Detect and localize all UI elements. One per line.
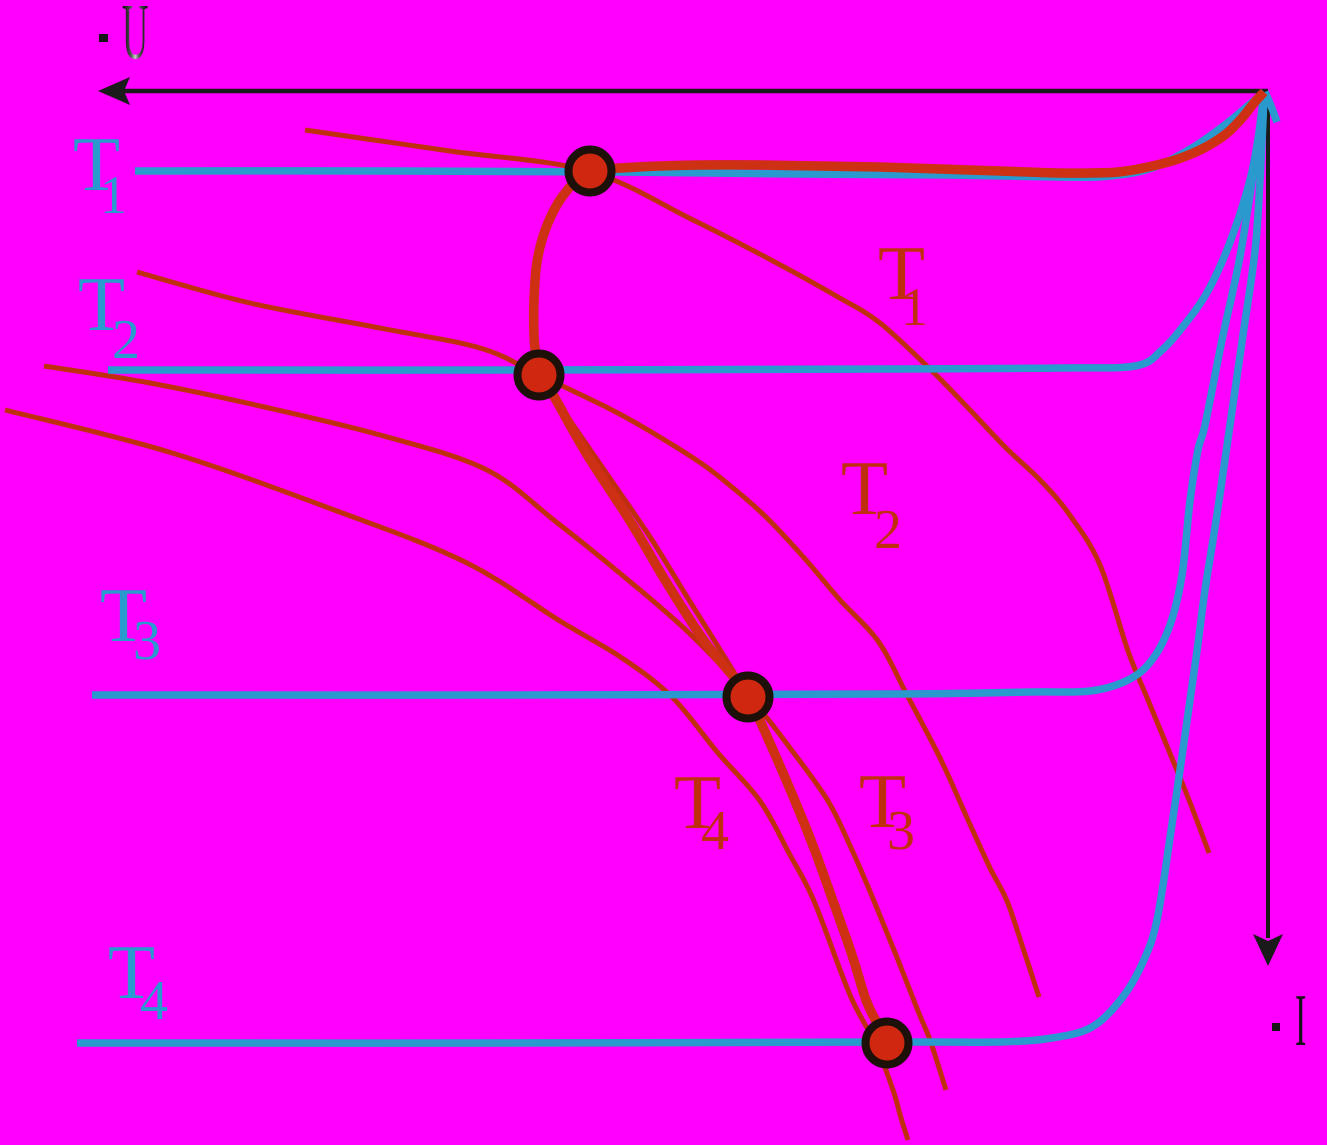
svg-text:1: 1 — [100, 165, 127, 225]
svg-text:1: 1 — [901, 277, 928, 337]
svg-text:4: 4 — [140, 970, 168, 1032]
svg-text:3: 3 — [133, 610, 161, 672]
svg-text:2: 2 — [874, 499, 902, 561]
svg-text:3: 3 — [887, 800, 915, 862]
svg-text:I: I — [1295, 981, 1306, 1062]
svg-text:T: T — [108, 929, 155, 1015]
svg-text:T: T — [674, 759, 721, 845]
svg-text:T: T — [841, 445, 888, 531]
svg-text:T: T — [859, 758, 906, 844]
svg-text:T: T — [78, 261, 125, 347]
svg-text:4: 4 — [701, 800, 729, 862]
svg-text:T: T — [100, 572, 147, 658]
svg-text:U: U — [122, 0, 148, 76]
svg-text:T: T — [878, 230, 925, 316]
svg-text:2: 2 — [112, 309, 140, 371]
svg-text:T: T — [73, 121, 120, 207]
